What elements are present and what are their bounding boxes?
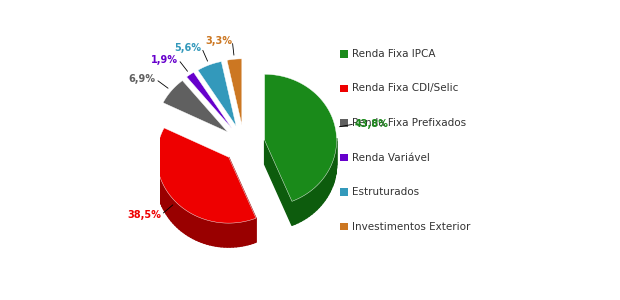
Polygon shape [210,221,213,245]
Polygon shape [229,157,256,242]
Polygon shape [163,81,228,132]
Polygon shape [173,199,175,225]
Polygon shape [215,222,218,247]
Polygon shape [177,203,179,229]
Text: 5,6%: 5,6% [175,43,202,53]
Polygon shape [321,179,323,205]
Polygon shape [168,193,169,219]
Polygon shape [319,181,321,208]
Polygon shape [298,197,301,223]
Polygon shape [250,219,253,244]
Text: Renda Fixa CDI/Selic: Renda Fixa CDI/Selic [352,83,458,94]
Polygon shape [175,201,177,227]
Bar [340,154,347,161]
Polygon shape [295,199,298,224]
Bar [340,85,347,92]
Polygon shape [330,165,331,192]
Polygon shape [158,170,159,197]
Polygon shape [331,162,332,189]
Polygon shape [292,200,295,225]
Polygon shape [184,208,186,234]
Polygon shape [202,218,204,243]
Polygon shape [230,223,233,247]
Polygon shape [312,188,314,214]
Polygon shape [204,219,207,244]
Polygon shape [239,222,242,247]
Bar [340,50,347,58]
Polygon shape [169,195,171,221]
Bar [340,223,347,230]
Polygon shape [323,176,325,203]
Polygon shape [218,223,221,247]
Polygon shape [247,220,250,245]
Polygon shape [265,140,292,225]
Polygon shape [191,213,193,239]
Text: Estruturados: Estruturados [352,187,419,197]
Polygon shape [314,186,317,212]
Polygon shape [196,216,198,241]
Polygon shape [164,185,165,212]
Polygon shape [213,221,215,246]
Text: Renda Variável: Renda Variável [352,152,430,163]
Bar [340,188,347,196]
Text: Renda Fixa Prefixados: Renda Fixa Prefixados [352,118,466,128]
Text: 43,8%: 43,8% [355,119,389,129]
Polygon shape [162,183,164,209]
Polygon shape [327,171,329,197]
Polygon shape [198,61,236,126]
Polygon shape [188,212,191,237]
Polygon shape [253,218,256,243]
Polygon shape [304,194,307,220]
Bar [340,119,347,127]
Polygon shape [309,190,312,216]
Polygon shape [161,181,162,207]
Polygon shape [329,168,330,195]
Polygon shape [301,196,304,221]
Text: Investimentos Exterior: Investimentos Exterior [352,221,471,232]
Polygon shape [332,160,334,186]
Polygon shape [227,223,230,247]
Polygon shape [171,197,173,223]
Polygon shape [245,221,247,245]
Polygon shape [221,223,224,247]
Polygon shape [224,223,227,247]
Polygon shape [198,217,202,242]
Polygon shape [325,173,327,200]
Text: 3,3%: 3,3% [205,36,232,46]
Polygon shape [307,192,309,218]
Polygon shape [193,215,196,240]
Polygon shape [227,59,242,125]
Polygon shape [157,128,256,223]
Polygon shape [236,223,239,247]
Polygon shape [207,220,210,245]
Polygon shape [334,154,335,181]
Polygon shape [166,190,168,217]
Polygon shape [165,188,166,214]
Polygon shape [179,205,181,231]
Polygon shape [187,72,232,128]
Polygon shape [242,221,245,246]
Polygon shape [186,210,188,236]
Polygon shape [265,74,337,201]
Polygon shape [317,184,319,210]
Polygon shape [159,175,161,202]
Text: Renda Fixa IPCA: Renda Fixa IPCA [352,49,435,59]
Text: 38,5%: 38,5% [127,210,161,220]
Text: 6,9%: 6,9% [129,74,156,84]
Polygon shape [233,223,236,247]
Polygon shape [181,207,184,232]
Text: 1,9%: 1,9% [151,55,179,64]
